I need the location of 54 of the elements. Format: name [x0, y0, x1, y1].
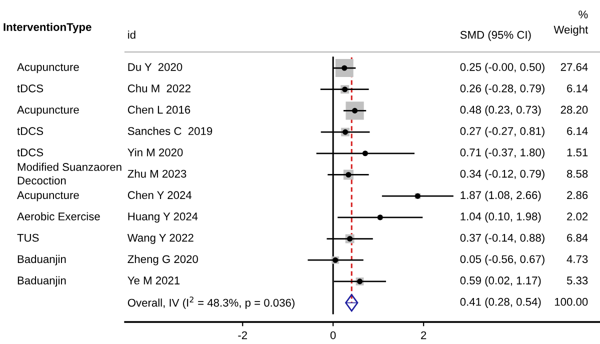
text: Baduanjin — [18, 254, 66, 266]
text: Acupuncture — [17, 106, 79, 116]
y-tick-label: Chu M 2022 — [128, 84, 190, 92]
text: 0.34 (-0.12, 0.79) — [460, 170, 544, 180]
y-tick-label: Wang Y 2022 — [127, 234, 194, 244]
annotation: 1.51 — [567, 148, 588, 156]
x-tick-label: 0 — [330, 331, 336, 340]
text: Modified Suanzaoren Decoction — [18, 162, 122, 184]
annotation: 28.20 — [560, 106, 588, 114]
y-tick-label: Zheng G 2020 — [128, 254, 198, 266]
y-tick-label: Chen Y 2024 — [128, 190, 192, 200]
y-tick-label: Huang Y 2024 — [128, 212, 198, 223]
annotation: 8.58 — [566, 170, 588, 178]
text: id — [128, 30, 136, 39]
text: Aerobic Exercise — [17, 212, 100, 220]
text: 1.87 (1.08, 2.66) — [460, 190, 541, 202]
annotation: 2.02 — [567, 212, 588, 220]
text: 0.26 (-0.28, 0.79) — [460, 84, 544, 95]
text: tDCS — [17, 84, 44, 92]
text: 0.59 (0.02, 1.17) — [460, 276, 541, 287]
text: 0.71 (-0.37, 1.80) — [460, 148, 544, 159]
text: 0.25 (-0.00, 0.50) — [460, 62, 544, 74]
y-tick-label: Overall, IV (I$^{2}$ = 48.3%, p = 0.036) — [128, 296, 294, 309]
text: 0.05 (-0.56, 0.67) — [460, 254, 544, 266]
text: SMD (95% CI) — [460, 30, 531, 41]
text: 0.37 (-0.14, 0.88) — [460, 234, 544, 244]
annotation: 5.33 — [566, 276, 588, 284]
annotation: 6.14 — [567, 127, 588, 136]
annotation: 27.64 — [560, 63, 588, 71]
annotation: 6.84 — [567, 234, 588, 242]
text: 1.04 (0.10, 1.98) — [460, 212, 541, 223]
text: InterventionType — [4, 22, 92, 34]
text: tDCS — [17, 127, 44, 136]
x-tick-label: -2 — [238, 331, 247, 340]
annotation: 2.86 — [567, 191, 588, 200]
text: Acupuncture — [17, 191, 79, 202]
text: TUS — [17, 234, 39, 242]
text: 0.48 (0.23, 0.73) — [460, 106, 541, 116]
y-tick-label: Yin M 2020 — [128, 148, 183, 156]
annotation: 100.00 — [554, 298, 588, 306]
y-tick-label: Sanches C 2019 — [128, 126, 212, 136]
y-tick-label: Chen L 2016 — [128, 106, 190, 114]
x-tick-label: 2 — [421, 331, 426, 340]
y-tick-label: Du Y 2020 — [128, 63, 182, 71]
text: 0.27 (-0.27, 0.81) — [460, 126, 544, 138]
annotation: 6.14 — [567, 84, 588, 92]
y-tick-label: Zhu M 2023 — [128, 170, 186, 178]
text: % Weight — [554, 10, 588, 36]
annotation: 4.73 — [566, 255, 588, 264]
text: Baduanjin — [18, 276, 66, 287]
y-tick-label: Ye M 2021 — [128, 276, 180, 284]
text: tDCS — [17, 148, 44, 156]
text: Acupuncture — [17, 63, 79, 74]
text: 0.41 (0.28, 0.54) — [460, 298, 541, 308]
